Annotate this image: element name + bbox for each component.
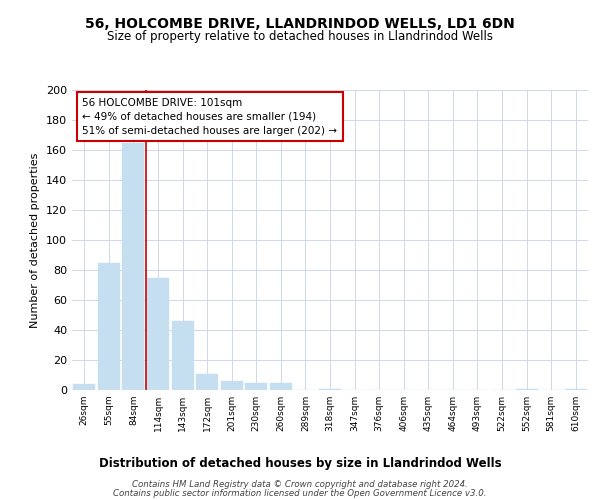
Text: Distribution of detached houses by size in Llandrindod Wells: Distribution of detached houses by size …: [98, 458, 502, 470]
Bar: [122, 142, 145, 390]
Y-axis label: Number of detached properties: Number of detached properties: [31, 152, 40, 328]
Text: Size of property relative to detached houses in Llandrindod Wells: Size of property relative to detached ho…: [107, 30, 493, 43]
Text: Contains HM Land Registry data © Crown copyright and database right 2024.: Contains HM Land Registry data © Crown c…: [132, 480, 468, 489]
Bar: [245, 382, 268, 390]
Bar: [98, 262, 120, 390]
Bar: [73, 384, 95, 390]
Text: 56, HOLCOMBE DRIVE, LLANDRINDOD WELLS, LD1 6DN: 56, HOLCOMBE DRIVE, LLANDRINDOD WELLS, L…: [85, 18, 515, 32]
Text: Contains public sector information licensed under the Open Government Licence v3: Contains public sector information licen…: [113, 488, 487, 498]
Bar: [270, 382, 292, 390]
Bar: [515, 388, 538, 390]
Bar: [319, 388, 341, 390]
Bar: [565, 388, 587, 390]
Bar: [172, 321, 194, 390]
Bar: [147, 278, 169, 390]
Bar: [221, 381, 243, 390]
Text: 56 HOLCOMBE DRIVE: 101sqm
← 49% of detached houses are smaller (194)
51% of semi: 56 HOLCOMBE DRIVE: 101sqm ← 49% of detac…: [82, 98, 337, 136]
Bar: [196, 374, 218, 390]
